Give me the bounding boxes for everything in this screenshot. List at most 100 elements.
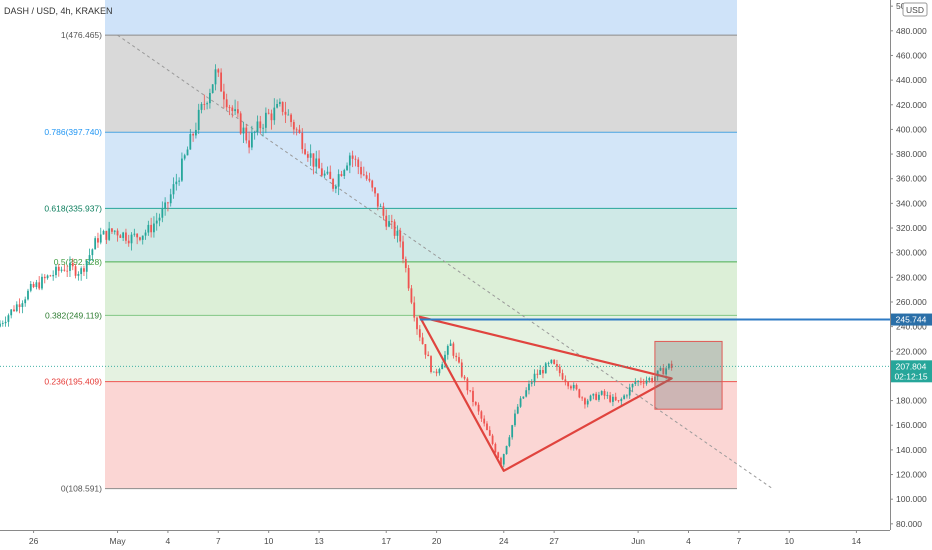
candle-body bbox=[528, 383, 530, 391]
candle-body bbox=[262, 127, 264, 129]
x-tick-label: 14 bbox=[852, 536, 862, 546]
candle-body bbox=[667, 363, 670, 369]
y-tick-label: 400.000 bbox=[896, 124, 927, 134]
candle-body bbox=[38, 282, 41, 289]
candle-body bbox=[519, 398, 522, 407]
candle-body bbox=[402, 241, 404, 259]
candle-body bbox=[228, 107, 231, 109]
candle-body bbox=[564, 379, 567, 383]
candle-body bbox=[74, 266, 77, 276]
candle-body bbox=[432, 371, 435, 373]
candle-body bbox=[340, 174, 343, 176]
candle-body bbox=[469, 390, 472, 392]
x-tick-label: 26 bbox=[29, 536, 39, 546]
candle-body bbox=[606, 395, 609, 397]
candle-body bbox=[46, 275, 49, 279]
candle-body bbox=[298, 129, 301, 133]
candle-body bbox=[88, 255, 91, 261]
y-tick-label: 180.000 bbox=[896, 396, 927, 406]
y-tick-label: 420.000 bbox=[896, 100, 927, 110]
fib-zone-above-1 bbox=[105, 0, 737, 36]
candle-body bbox=[133, 233, 136, 235]
candle-body bbox=[97, 238, 99, 243]
candle-body bbox=[483, 418, 486, 424]
candle-body bbox=[306, 154, 309, 158]
candle-body bbox=[195, 129, 197, 136]
candle-body bbox=[486, 423, 488, 431]
candle-body bbox=[116, 230, 119, 236]
candle-body bbox=[430, 356, 432, 373]
candle-body bbox=[460, 362, 463, 377]
triangle-pattern bbox=[418, 315, 673, 472]
candle-body bbox=[248, 140, 250, 148]
candle-body bbox=[645, 380, 648, 384]
candle-body bbox=[620, 398, 623, 402]
fib-trend-line bbox=[117, 34, 773, 490]
candle-body bbox=[346, 165, 348, 171]
candle-body bbox=[600, 391, 603, 395]
candle-body bbox=[161, 208, 164, 218]
candle-body bbox=[553, 359, 556, 365]
candle-body bbox=[390, 221, 393, 222]
drawings bbox=[0, 315, 890, 472]
candle-body bbox=[634, 382, 637, 384]
candle-body bbox=[592, 393, 595, 396]
candle-body bbox=[83, 268, 85, 272]
y-tick-label: 120.000 bbox=[896, 470, 927, 480]
candle-body bbox=[595, 393, 598, 400]
candle-body bbox=[556, 364, 558, 367]
fib-label-0: 0(108.591) bbox=[61, 484, 102, 494]
candle-body bbox=[494, 443, 497, 453]
candle-body bbox=[418, 329, 421, 338]
candle-body bbox=[181, 158, 183, 181]
candle-body bbox=[172, 184, 175, 195]
candle-body bbox=[558, 366, 561, 374]
candle-body bbox=[175, 181, 178, 185]
candle-body bbox=[10, 309, 13, 316]
candle-body bbox=[85, 260, 88, 272]
candle-body bbox=[144, 232, 147, 236]
countdown-label: 02:12:15 bbox=[894, 371, 927, 381]
candle-body bbox=[497, 452, 500, 458]
fib-zone-0.786 bbox=[105, 132, 737, 209]
candle-body bbox=[318, 158, 320, 169]
candle-body bbox=[609, 395, 612, 402]
candle-body bbox=[424, 344, 427, 355]
y-tick-label: 260.000 bbox=[896, 297, 927, 307]
candle-body bbox=[80, 268, 83, 275]
candle-body bbox=[544, 363, 547, 374]
candle-body bbox=[382, 206, 385, 216]
candle-body bbox=[539, 370, 542, 375]
candle-body bbox=[536, 373, 539, 375]
candle-body bbox=[626, 395, 628, 397]
candle-body bbox=[147, 224, 150, 233]
candle-body bbox=[659, 368, 662, 371]
candle-body bbox=[575, 384, 578, 390]
candle-body bbox=[158, 217, 161, 221]
candle-body bbox=[292, 122, 295, 130]
candle-body bbox=[385, 215, 388, 227]
candle-body bbox=[334, 186, 337, 189]
candle-body bbox=[15, 304, 18, 312]
currency-label: USD bbox=[906, 5, 924, 15]
candle-body bbox=[167, 202, 169, 204]
fib-label-0.786: 0.786(397.740) bbox=[44, 127, 102, 137]
candle-body bbox=[4, 321, 7, 324]
candle-body bbox=[320, 168, 323, 176]
candle-body bbox=[164, 202, 167, 209]
candle-body bbox=[250, 132, 253, 148]
candle-body bbox=[287, 114, 290, 116]
candle-body bbox=[267, 112, 270, 114]
candle-body bbox=[662, 368, 665, 375]
candle-body bbox=[27, 290, 29, 300]
candle-body bbox=[444, 354, 446, 365]
x-tick-label: 10 bbox=[264, 536, 274, 546]
y-tick-label: 140.000 bbox=[896, 445, 927, 455]
y-tick-label: 380.000 bbox=[896, 149, 927, 159]
candle-body bbox=[32, 283, 35, 288]
candle-body bbox=[368, 178, 371, 181]
candle-body bbox=[396, 230, 399, 236]
candle-body bbox=[301, 132, 304, 150]
